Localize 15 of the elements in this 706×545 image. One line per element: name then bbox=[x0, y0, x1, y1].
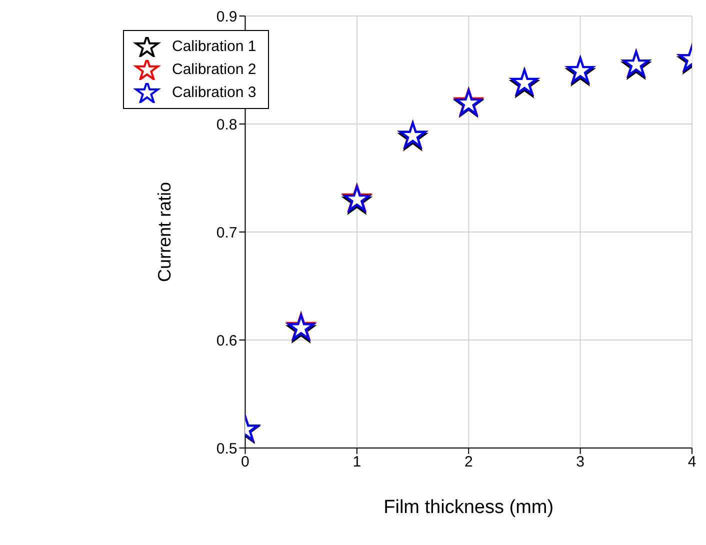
y-tick-label: 0.6 bbox=[216, 332, 238, 350]
legend-label: Calibration 2 bbox=[172, 61, 256, 78]
x-tick-label: 1 bbox=[352, 454, 362, 471]
y-tick-label: 0.8 bbox=[216, 116, 238, 134]
y-tick-label: 0.9 bbox=[216, 8, 238, 26]
legend-label: Calibration 1 bbox=[172, 38, 256, 55]
legend-label: Calibration 3 bbox=[172, 84, 256, 101]
x-tick-label: 0 bbox=[241, 454, 250, 471]
x-tick-label: 2 bbox=[464, 454, 473, 471]
x-axis-title: Film thickness (mm) bbox=[384, 497, 554, 518]
x-tick-label: 3 bbox=[576, 454, 584, 471]
x-tick-label: 4 bbox=[688, 454, 696, 471]
y-tick-label: 0.7 bbox=[216, 224, 238, 242]
y-axis-title: Current ratio bbox=[154, 182, 175, 282]
y-tick-label: 0.5 bbox=[216, 440, 238, 458]
